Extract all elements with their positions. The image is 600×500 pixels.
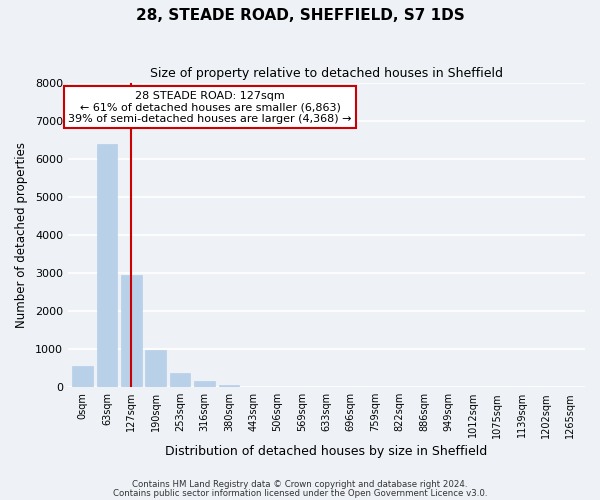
Title: Size of property relative to detached houses in Sheffield: Size of property relative to detached ho… xyxy=(150,68,503,80)
Text: 28, STEADE ROAD, SHEFFIELD, S7 1DS: 28, STEADE ROAD, SHEFFIELD, S7 1DS xyxy=(136,8,464,22)
Text: Contains public sector information licensed under the Open Government Licence v3: Contains public sector information licen… xyxy=(113,488,487,498)
Bar xyxy=(170,372,190,387)
X-axis label: Distribution of detached houses by size in Sheffield: Distribution of detached houses by size … xyxy=(166,444,488,458)
Bar xyxy=(121,275,142,387)
Text: Contains HM Land Registry data © Crown copyright and database right 2024.: Contains HM Land Registry data © Crown c… xyxy=(132,480,468,489)
Bar xyxy=(145,350,166,387)
Bar xyxy=(72,366,93,387)
Bar xyxy=(194,381,215,387)
Bar xyxy=(218,384,239,387)
Bar xyxy=(97,144,118,387)
Text: 28 STEADE ROAD: 127sqm
← 61% of detached houses are smaller (6,863)
39% of semi-: 28 STEADE ROAD: 127sqm ← 61% of detached… xyxy=(68,90,352,124)
Y-axis label: Number of detached properties: Number of detached properties xyxy=(15,142,28,328)
